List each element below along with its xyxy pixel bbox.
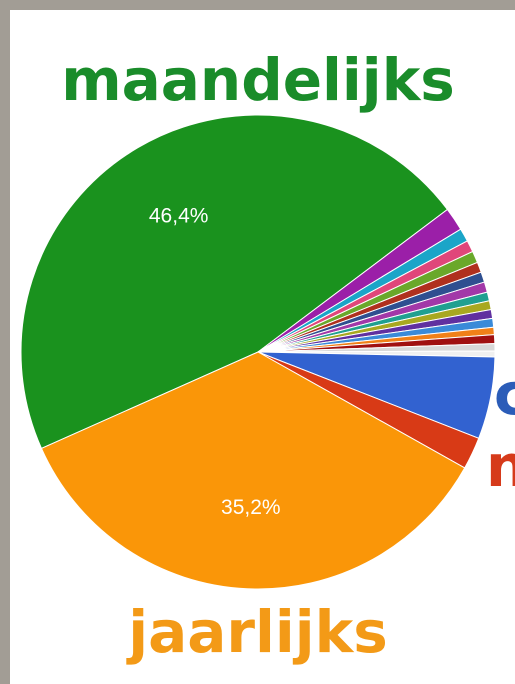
pie-slice [40, 351, 466, 590]
value-label: 46,4% [149, 205, 209, 228]
value-label: 35,2% [221, 496, 281, 519]
category-label: maandelijks [61, 46, 455, 114]
category-label: n [486, 432, 515, 500]
category-label: jaarlijks [126, 598, 388, 666]
category-label: c [494, 360, 515, 428]
pie-slice [20, 114, 449, 450]
